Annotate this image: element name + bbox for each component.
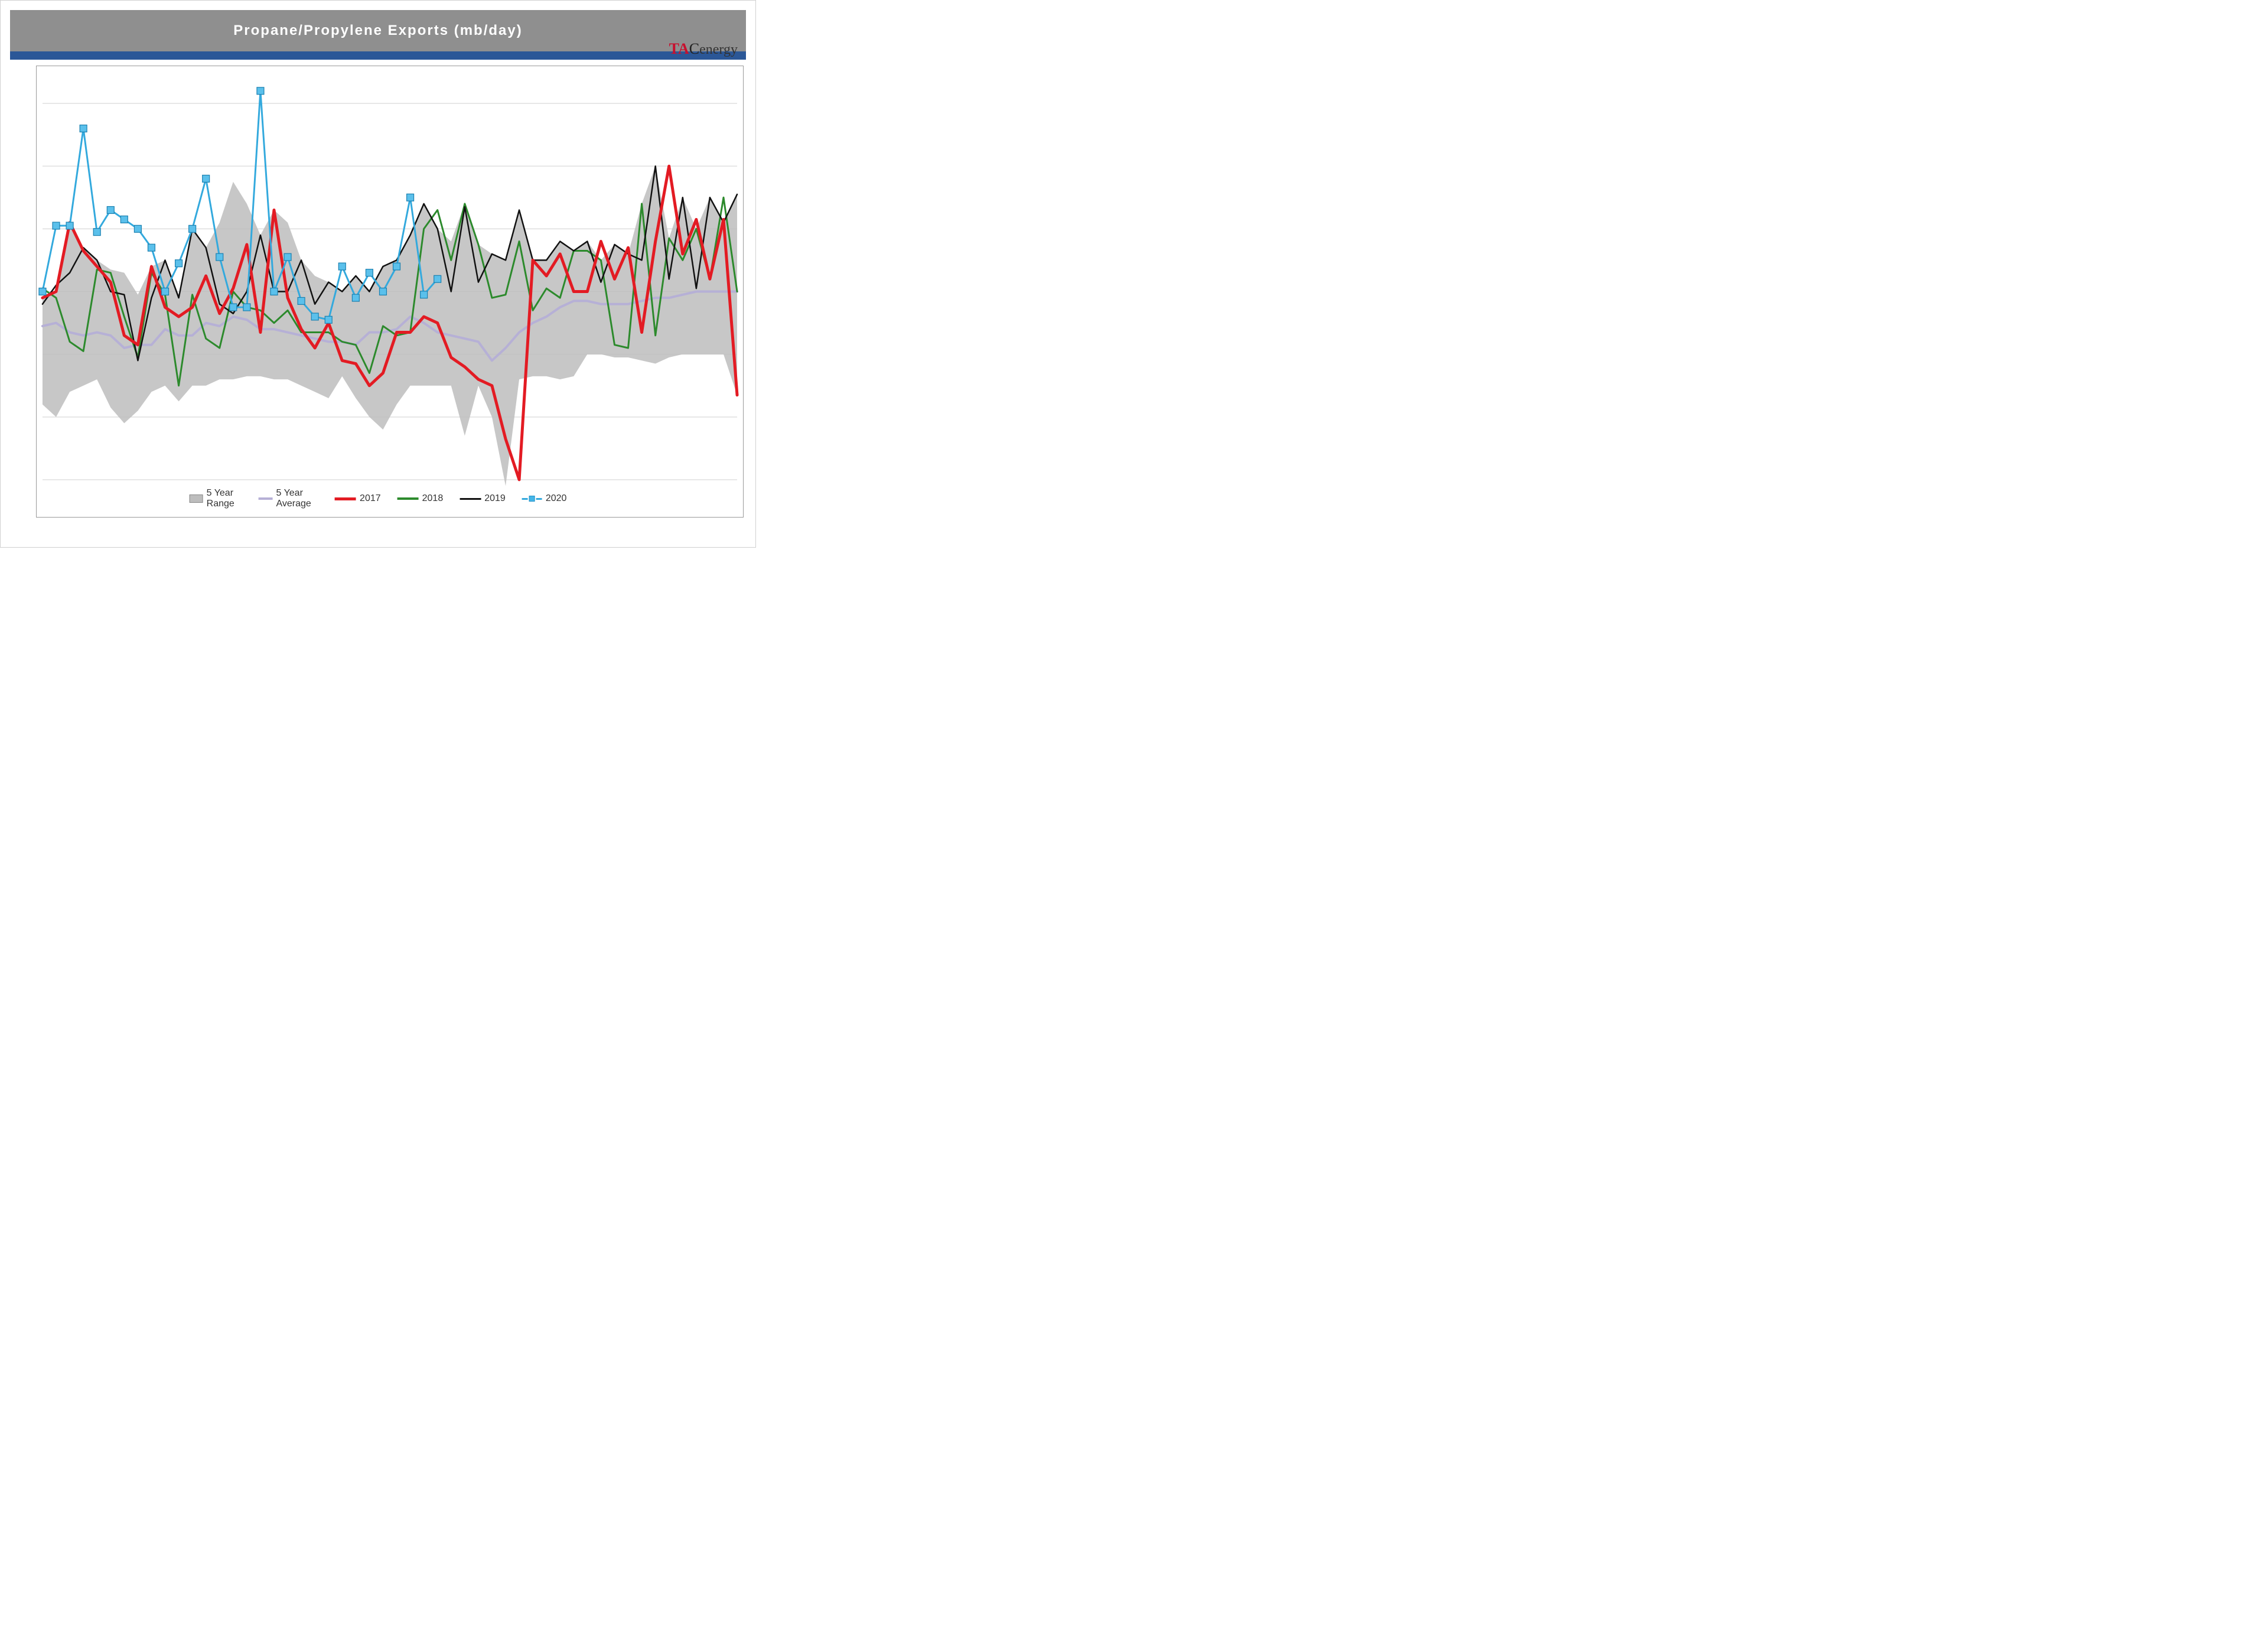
legend-item-2020: 2020 <box>522 493 567 504</box>
brand-c: C <box>689 40 699 57</box>
legend-item-2019: 2019 <box>460 493 506 504</box>
s2018-swatch-icon <box>397 497 419 500</box>
legend-label-2018: 2018 <box>422 493 444 504</box>
title-bar: Propane/Propylene Exports (mb/day) <box>10 10 746 51</box>
legend-label-avg: 5 Year Average <box>276 488 319 509</box>
legend: 5 Year Range 5 Year Average 2017 2018 20… <box>184 486 573 512</box>
legend-item-2018: 2018 <box>397 493 444 504</box>
plot-area <box>36 66 744 518</box>
s2019-swatch-icon <box>460 498 481 500</box>
brand-t: T <box>669 40 678 57</box>
brand-logo: TACenergy <box>669 40 738 58</box>
legend-label-2019: 2019 <box>484 493 506 504</box>
legend-label-2020: 2020 <box>546 493 567 504</box>
legend-label-2017: 2017 <box>360 493 381 504</box>
legend-item-2017: 2017 <box>335 493 381 504</box>
brand-energy: energy <box>699 42 738 57</box>
chart-container: Propane/Propylene Exports (mb/day) TACen… <box>0 0 756 548</box>
plot-svg <box>37 66 743 517</box>
chart-title: Propane/Propylene Exports (mb/day) <box>233 22 522 39</box>
legend-item-range: 5 Year Range <box>190 488 242 509</box>
s2017-swatch-icon <box>335 497 356 500</box>
blue-band <box>10 51 746 60</box>
legend-label-range: 5 Year Range <box>207 488 242 509</box>
range-swatch-icon <box>190 494 203 503</box>
avg-swatch-icon <box>259 497 273 500</box>
legend-item-avg: 5 Year Average <box>259 488 318 509</box>
brand-a: A <box>678 40 689 57</box>
s2020-swatch-icon <box>522 496 542 502</box>
